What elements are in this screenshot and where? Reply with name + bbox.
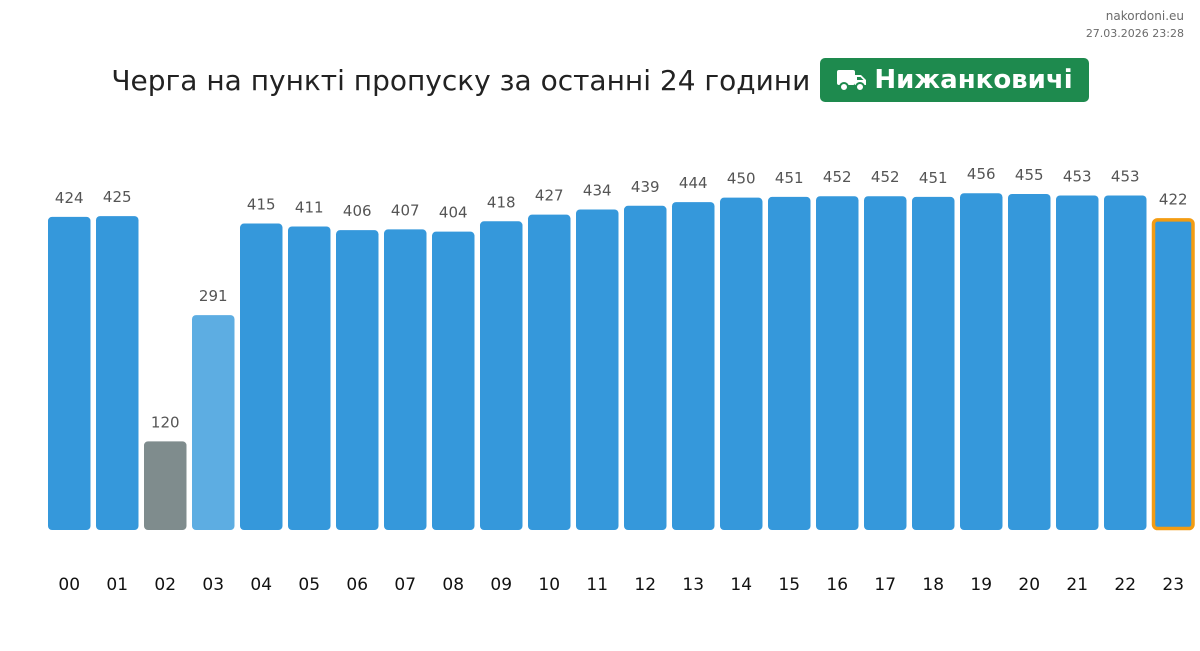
bar-15 xyxy=(768,196,811,530)
tick-label-17: 17 xyxy=(874,575,896,595)
tick-label-07: 07 xyxy=(394,575,416,595)
bar-18 xyxy=(912,196,955,530)
bar-08 xyxy=(432,231,475,530)
bar-04 xyxy=(240,223,283,530)
bar-01 xyxy=(96,216,139,530)
tick-label-19: 19 xyxy=(970,575,992,595)
truck-icon xyxy=(837,70,867,92)
bar-16 xyxy=(816,196,859,530)
tick-label-16: 16 xyxy=(826,575,848,595)
value-label-02: 120 xyxy=(151,413,180,431)
value-label-04: 415 xyxy=(247,196,276,214)
chart-title: Черга на пункті пропуску за останні 24 г… xyxy=(111,63,811,97)
tick-label-02: 02 xyxy=(154,575,176,595)
value-label-10: 427 xyxy=(535,187,564,205)
value-label-03: 291 xyxy=(199,287,228,305)
chart-header: Черга на пункті пропуску за останні 24 г… xyxy=(0,58,1200,102)
watermark: nakordoni.eu 27.03.2026 23:28 xyxy=(1086,9,1184,41)
value-label-13: 444 xyxy=(679,174,708,192)
tick-label-08: 08 xyxy=(442,575,464,595)
tick-label-04: 04 xyxy=(250,575,272,595)
bar-11 xyxy=(576,209,619,530)
tick-label-15: 15 xyxy=(778,575,800,595)
tick-label-05: 05 xyxy=(298,575,320,595)
bar-00 xyxy=(48,216,91,530)
tick-label-09: 09 xyxy=(490,575,512,595)
value-label-19: 456 xyxy=(967,165,996,183)
value-label-09: 418 xyxy=(487,193,516,211)
value-label-14: 450 xyxy=(727,170,756,188)
value-label-17: 452 xyxy=(871,168,900,186)
bar-06 xyxy=(336,230,379,530)
tick-label-10: 10 xyxy=(538,575,560,595)
value-label-05: 411 xyxy=(295,198,324,216)
value-label-07: 407 xyxy=(391,201,420,219)
value-label-12: 439 xyxy=(631,178,660,196)
value-label-11: 434 xyxy=(583,181,612,199)
bar-13 xyxy=(672,202,715,530)
bar-09 xyxy=(480,221,523,530)
tick-label-18: 18 xyxy=(922,575,944,595)
tick-label-12: 12 xyxy=(634,575,656,595)
timestamp: 27.03.2026 23:28 xyxy=(1085,27,1184,40)
bar-21 xyxy=(1056,195,1099,530)
bar-10 xyxy=(528,214,571,530)
tick-label-06: 06 xyxy=(346,575,368,595)
bar-12 xyxy=(624,205,667,530)
site-name: nakordoni.eu xyxy=(1105,9,1184,23)
value-label-23: 422 xyxy=(1159,190,1188,208)
bar-02 xyxy=(144,441,187,530)
tick-label-23: 23 xyxy=(1162,575,1184,595)
checkpoint-name: Нижанковичі xyxy=(874,65,1073,95)
tick-label-01: 01 xyxy=(106,575,128,595)
tick-label-00: 00 xyxy=(58,575,80,595)
tick-label-22: 22 xyxy=(1114,575,1136,595)
bar-17 xyxy=(864,196,907,530)
bar-07 xyxy=(384,229,427,531)
value-label-00: 424 xyxy=(55,189,84,207)
tick-label-20: 20 xyxy=(1018,575,1040,595)
value-label-15: 451 xyxy=(775,169,804,187)
value-label-01: 425 xyxy=(103,188,132,206)
tick-label-21: 21 xyxy=(1066,575,1088,595)
bar-19 xyxy=(960,193,1003,530)
tick-label-03: 03 xyxy=(202,575,224,595)
bar-22 xyxy=(1104,195,1147,530)
value-label-08: 404 xyxy=(439,204,468,222)
bar-03 xyxy=(192,315,235,530)
value-label-22: 453 xyxy=(1111,167,1140,185)
value-label-20: 455 xyxy=(1015,166,1044,184)
value-label-21: 453 xyxy=(1063,167,1092,185)
value-label-16: 452 xyxy=(823,168,852,186)
checkpoint-badge: Нижанковичі xyxy=(820,58,1089,102)
tick-label-11: 11 xyxy=(586,575,608,595)
tick-label-13: 13 xyxy=(682,575,704,595)
value-label-06: 406 xyxy=(343,202,372,220)
bar-05 xyxy=(288,226,331,530)
tick-label-14: 14 xyxy=(730,575,752,595)
bar-14 xyxy=(720,197,763,531)
bar-20 xyxy=(1008,193,1051,531)
bar-23 xyxy=(1151,218,1195,531)
value-label-18: 451 xyxy=(919,169,948,187)
